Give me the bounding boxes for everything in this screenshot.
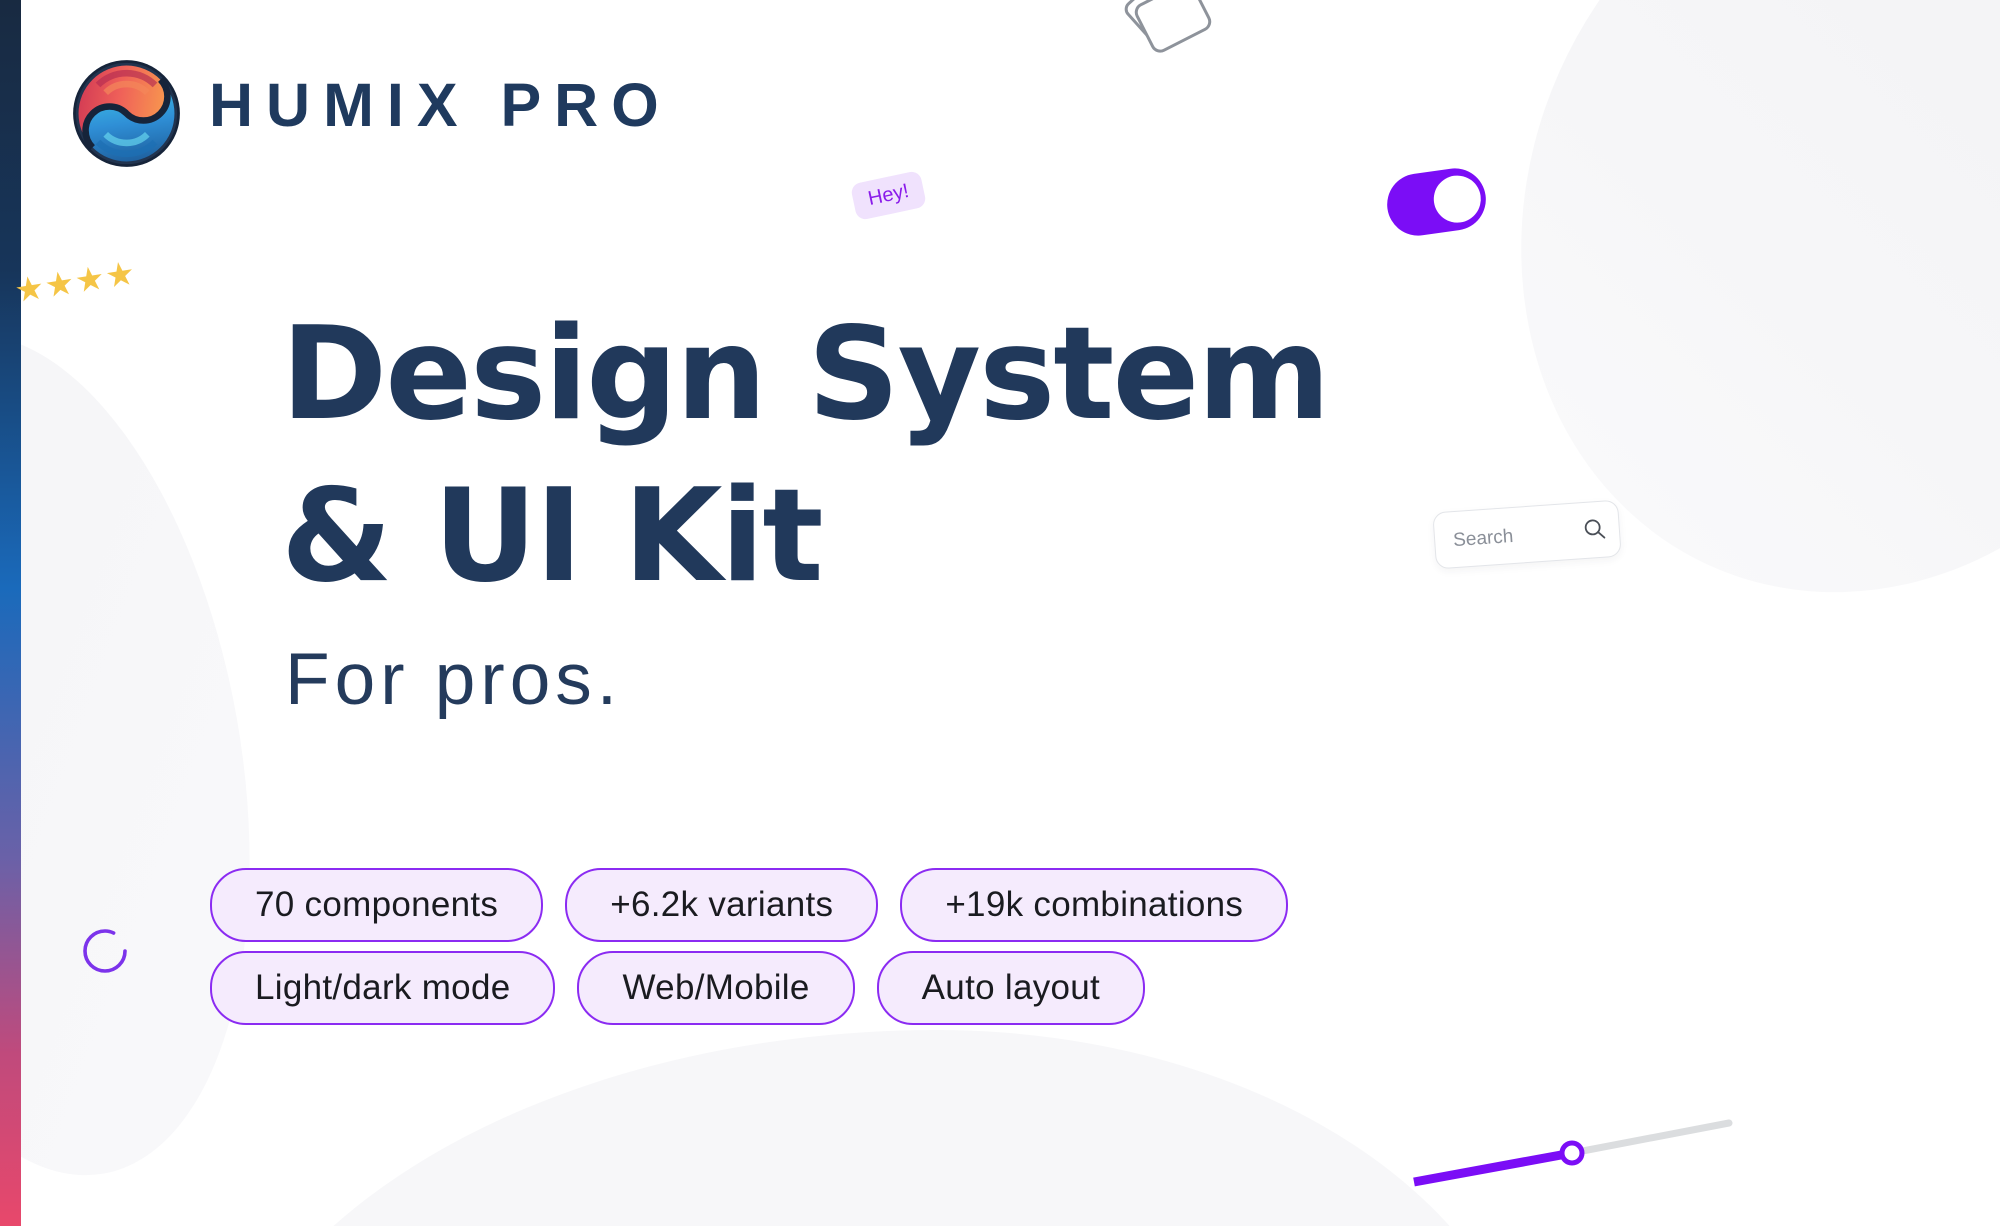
star-icon: ★ bbox=[72, 258, 108, 300]
slider-track-empty[interactable] bbox=[1568, 1119, 1733, 1157]
background-blob-bottom bbox=[200, 1030, 1540, 1226]
humix-logo-icon bbox=[72, 57, 181, 170]
badge-row-2: Light/dark mode Web/Mobile Auto layout bbox=[210, 951, 1146, 1025]
search-input[interactable] bbox=[1449, 504, 1569, 570]
badge-web-mobile[interactable]: Web/Mobile bbox=[577, 951, 855, 1025]
badge-light-dark[interactable]: Light/dark mode bbox=[210, 951, 556, 1025]
title-line-2: & UI Kit bbox=[281, 462, 824, 611]
search-icon[interactable] bbox=[1582, 516, 1608, 542]
toggle-switch[interactable] bbox=[1383, 164, 1490, 240]
badge-combinations[interactable]: +19k combinations bbox=[900, 868, 1289, 942]
search-box[interactable] bbox=[1432, 499, 1622, 570]
star-icon: ★ bbox=[11, 268, 47, 310]
card-doodle-front bbox=[1131, 0, 1215, 57]
card-doodle-icon bbox=[1120, 0, 1216, 57]
left-gradient-bar bbox=[0, 0, 21, 1226]
badge-variants[interactable]: +6.2k variants bbox=[565, 868, 879, 942]
toggle-knob bbox=[1430, 172, 1484, 226]
slider bbox=[1413, 1119, 1733, 1187]
badge-auto-layout[interactable]: Auto layout bbox=[876, 951, 1146, 1025]
rating-stars: ★ ★ ★ ★ bbox=[12, 253, 138, 311]
slider-track-filled[interactable] bbox=[1413, 1148, 1573, 1187]
star-icon: ★ bbox=[41, 263, 78, 305]
hey-sticker: Hey! bbox=[849, 170, 928, 221]
star-icon: ★ bbox=[102, 253, 138, 295]
brand-name: HUMIX PRO bbox=[209, 71, 672, 139]
background-blob-left bbox=[0, 299, 311, 1211]
badge-row-1: 70 components +6.2k variants +19k combin… bbox=[210, 868, 1289, 942]
page-title: Design System & UI Kit bbox=[281, 294, 1331, 618]
loading-spinner-icon bbox=[83, 929, 127, 973]
page-subtitle: For pros. bbox=[285, 639, 623, 720]
title-line-1: Design System bbox=[281, 300, 1331, 449]
background-blob-top-right bbox=[1400, 0, 2000, 705]
badge-components[interactable]: 70 components bbox=[210, 868, 544, 942]
slider-handle[interactable] bbox=[1559, 1140, 1585, 1166]
